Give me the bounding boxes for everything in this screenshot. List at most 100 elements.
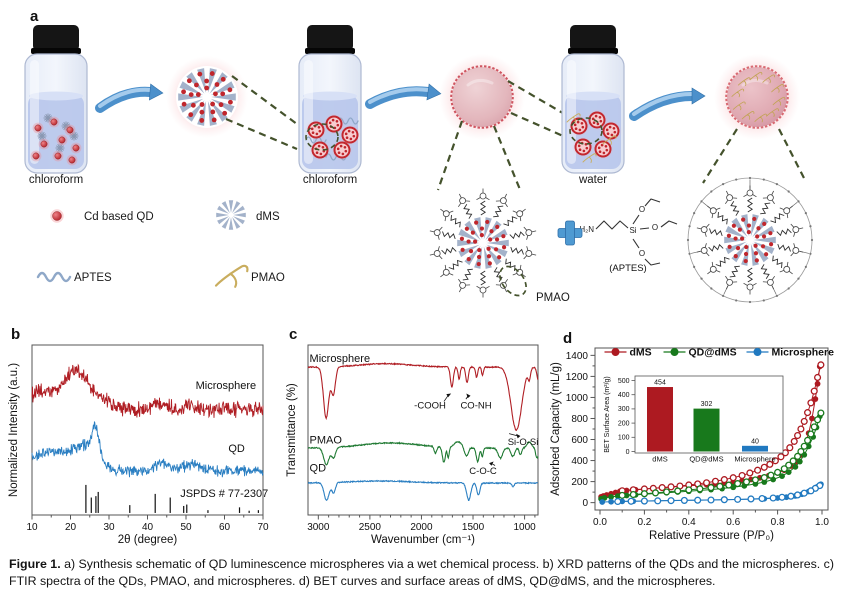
panel-b-xrd-chart: 10 20 30 40 50 60 70 2θ (degree) Normalized Inte… — [8, 344, 269, 546]
bet-legend: dMS QD@dMS Microsphere — [604, 347, 834, 359]
pmao-icon — [214, 264, 249, 288]
svg-text:40: 40 — [751, 438, 759, 445]
svg-text:50: 50 — [180, 522, 192, 533]
ftir-curve-qd — [307, 479, 539, 502]
ftir-annotation: CO-NH — [460, 400, 491, 411]
ftir-annotation: Si-O-Si — [508, 437, 539, 448]
svg-text:QD: QD — [228, 443, 245, 455]
vial1-label: chloroform — [29, 174, 83, 186]
qd-micelle-icon — [572, 136, 594, 158]
svg-text:60: 60 — [219, 522, 231, 533]
xrd-ylabel: Normalized Intensity (a.u.) — [8, 363, 20, 497]
ftir-curve-pmao — [307, 440, 539, 466]
panel-label-d: d — [563, 330, 572, 347]
figure-canvas: a b c d chloroform chloroform water Cd b… — [8, 8, 834, 546]
ftir-annotation: C-O-C — [469, 466, 497, 477]
aptes-molecule — [595, 198, 678, 266]
functionalized-micelle-schematic — [686, 176, 814, 304]
vial-water — [561, 25, 625, 174]
svg-text:800: 800 — [571, 414, 588, 425]
ftir-plot-area — [307, 344, 539, 516]
caption-label: Figure 1. — [9, 557, 61, 571]
svg-text:1.0: 1.0 — [815, 517, 829, 528]
svg-text:100: 100 — [618, 435, 630, 442]
dms-qd-micelle — [166, 56, 248, 138]
svg-text:1500: 1500 — [462, 522, 485, 533]
xrd-curve-qd — [31, 420, 264, 478]
svg-text:40: 40 — [142, 522, 154, 533]
legend-item-qd@dms: QD@dMS — [689, 347, 737, 359]
svg-text:dMS: dMS — [652, 455, 667, 464]
dms-particle-icon — [43, 113, 53, 123]
qd-icon — [50, 209, 64, 223]
svg-text:0: 0 — [582, 498, 588, 509]
svg-text:400: 400 — [618, 392, 630, 399]
bet-inset-bar-chart: 0 100 200 300 400 500 BET Surface Area (m²/g) 4… — [604, 375, 784, 464]
svg-text:PMAO: PMAO — [310, 435, 343, 447]
dms-particle-icon — [55, 143, 65, 153]
svg-text:400: 400 — [571, 456, 588, 467]
pmao-ellipse-callout — [499, 265, 527, 297]
legend-pmao-label: PMAO — [251, 272, 285, 284]
svg-text:3000: 3000 — [307, 522, 330, 533]
panel-label-a: a — [30, 8, 39, 25]
svg-text:454: 454 — [654, 380, 666, 387]
svg-text:1000: 1000 — [566, 393, 589, 404]
panel-label-b: b — [11, 326, 20, 343]
pmao-callout-label: PMAO — [536, 292, 570, 304]
legend-dms-label: dMS — [256, 211, 280, 223]
figure-caption: Figure 1. a) Synthesis schematic of QD l… — [9, 556, 850, 589]
svg-text:1400: 1400 — [566, 351, 589, 362]
dashed-connector — [231, 75, 302, 128]
svg-text:0.8: 0.8 — [771, 517, 785, 528]
panel-c-ftir-chart: 3000 2500 2000 1500 1000 Wavenumber (cm⁻¹) Tra… — [286, 344, 539, 546]
ftir-annotation: -COOH — [414, 400, 446, 411]
caption-text: a) Synthesis schematic of QD luminescenc… — [9, 557, 834, 588]
qd-microsphere — [439, 54, 525, 140]
o-label-2: O — [652, 223, 658, 232]
legend-qd-label: Cd based QD — [84, 211, 154, 223]
svg-text:30: 30 — [103, 522, 115, 533]
svg-text:2500: 2500 — [359, 522, 382, 533]
si-label: Si — [629, 226, 636, 235]
svg-text:200: 200 — [618, 420, 630, 427]
xrd-xlabel: 2θ (degree) — [118, 534, 178, 546]
dashed-connector — [778, 128, 807, 183]
bet-series-microsphere — [599, 481, 824, 506]
panel-label-c: c — [289, 326, 297, 343]
svg-text:QD: QD — [310, 463, 327, 475]
svg-text:500: 500 — [618, 378, 630, 385]
svg-text:300: 300 — [618, 406, 630, 413]
o-label-1: O — [639, 205, 645, 214]
svg-text:Microsphere: Microsphere — [196, 380, 257, 392]
reaction-arrow-3 — [629, 87, 706, 121]
bet-ylabel: Adsorbed Capacity (mL/g) — [550, 362, 562, 496]
svg-text:Microsphere: Microsphere — [310, 353, 371, 365]
svg-text:600: 600 — [571, 435, 588, 446]
qd-micelle-icon — [600, 120, 622, 142]
inset-bar-dms — [647, 387, 673, 452]
dms-particle-icon — [37, 131, 47, 141]
svg-text:20: 20 — [65, 522, 77, 533]
svg-text:0.4: 0.4 — [682, 517, 696, 528]
panel-a-legend — [36, 200, 249, 288]
ftir-ylabel: Transmittance (%) — [286, 383, 298, 477]
micelle-schematic — [429, 188, 537, 298]
plus-icon — [557, 220, 583, 246]
inset-bar-microsphere — [742, 445, 768, 452]
svg-text:302: 302 — [701, 401, 713, 408]
dms-particle-icon — [69, 131, 79, 141]
vial-chloroform-1 — [24, 25, 88, 174]
reaction-arrow-2 — [365, 83, 442, 109]
svg-text:2000: 2000 — [410, 522, 433, 533]
dms-icon — [216, 200, 246, 230]
vial3-label: water — [578, 174, 607, 186]
svg-text:QD@dMS: QD@dMS — [689, 455, 723, 464]
vial2-label: chloroform — [303, 174, 357, 186]
xrd-curve-microsphere — [31, 363, 264, 419]
o-label-3: O — [639, 249, 645, 258]
ftir-curve-microsphere — [307, 362, 539, 432]
svg-text:1200: 1200 — [566, 372, 589, 383]
dashed-connector — [225, 117, 298, 151]
